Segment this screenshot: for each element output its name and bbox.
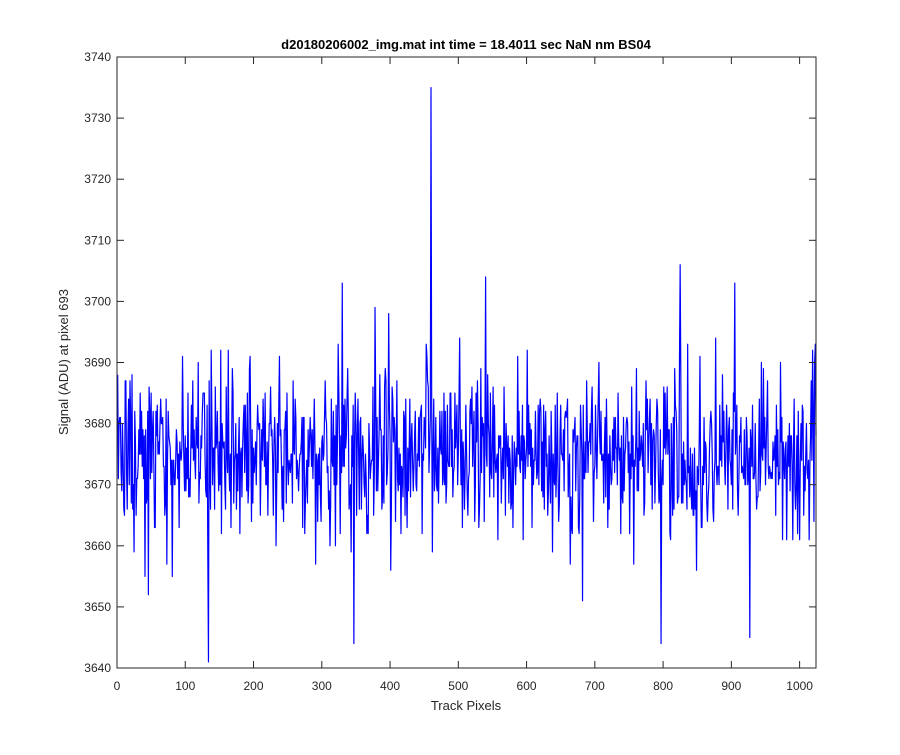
x-tick-label: 400 [380, 679, 400, 693]
y-tick-label: 3680 [84, 417, 111, 431]
series-line [117, 86, 817, 663]
x-tick-label: 800 [653, 679, 673, 693]
y-tick-label: 3650 [84, 600, 111, 614]
x-axis-label: Track Pixels [431, 698, 502, 713]
y-tick-label: 3670 [84, 478, 111, 492]
y-tick-label: 3710 [84, 233, 111, 247]
plot-background [117, 57, 816, 668]
y-tick-label: 3730 [84, 111, 111, 125]
x-tick-label: 200 [244, 679, 264, 693]
plot-area [117, 57, 817, 668]
axes: 0 100 200 300 400 500 600 700 800 900 1000 3640 3650… [84, 50, 817, 693]
y-tick-label: 3720 [84, 172, 111, 186]
y-tick-label: 3640 [84, 661, 111, 675]
x-tick-label: 100 [175, 679, 195, 693]
y-tick-label: 3690 [84, 356, 111, 370]
x-tick-label: 500 [448, 679, 468, 693]
y-tick-label: 3740 [84, 50, 111, 64]
y-axis-label: Signal (ADU) at pixel 693 [56, 289, 71, 435]
x-tick-label: 700 [585, 679, 605, 693]
x-tick-label: 1000 [786, 679, 813, 693]
x-tick-label: 900 [721, 679, 741, 693]
chart-title: d20180206002_img.mat int time = 18.4011 … [281, 37, 651, 52]
y-tick-label: 3700 [84, 294, 111, 308]
x-tick-label: 300 [312, 679, 332, 693]
y-tick-label: 3660 [84, 539, 111, 553]
x-tick-label: 0 [114, 679, 121, 693]
x-tick-label: 600 [517, 679, 537, 693]
